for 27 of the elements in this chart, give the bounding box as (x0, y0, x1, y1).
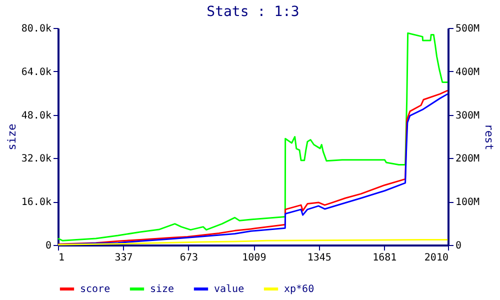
y2-tick-label: 300M (456, 110, 480, 122)
y-axis-title: size (5, 124, 18, 150)
y2-tick-label: 200M (456, 154, 480, 165)
y2-tick-label: 100M (456, 197, 480, 208)
y2-tick-label: 400M (456, 66, 480, 78)
line-series (57, 32, 448, 242)
x-tick-label: 337 (114, 252, 133, 264)
y-tick-label: 16.0k (21, 197, 52, 208)
chart-title: Stats : 1:3 (206, 4, 300, 20)
legend-label: xp*60 (284, 284, 314, 295)
legend-label: score (80, 284, 110, 295)
y-tick-label: 80.0k (21, 24, 52, 34)
legend-label: value (214, 284, 244, 295)
y2-axis-title: rest (482, 124, 496, 150)
y-tick-label: 32.0k (21, 154, 52, 165)
x-tick-label: 1009 (242, 252, 266, 264)
y-tick-label: 0 (45, 240, 52, 252)
x-tick-label: 1345 (307, 252, 332, 264)
x-tick-label: 1 (58, 252, 65, 264)
y-tick-label: 64.0k (21, 66, 52, 78)
legend-label: size (150, 284, 174, 295)
y2-tick-label: 0 (456, 240, 462, 252)
x-tick-label: 1681 (372, 252, 397, 264)
y2-tick-label: 500M (456, 24, 480, 34)
x-tick-label: 2010 (424, 252, 448, 264)
x-tick-label: 673 (180, 252, 198, 264)
y-tick-label: 48.0k (21, 110, 52, 122)
